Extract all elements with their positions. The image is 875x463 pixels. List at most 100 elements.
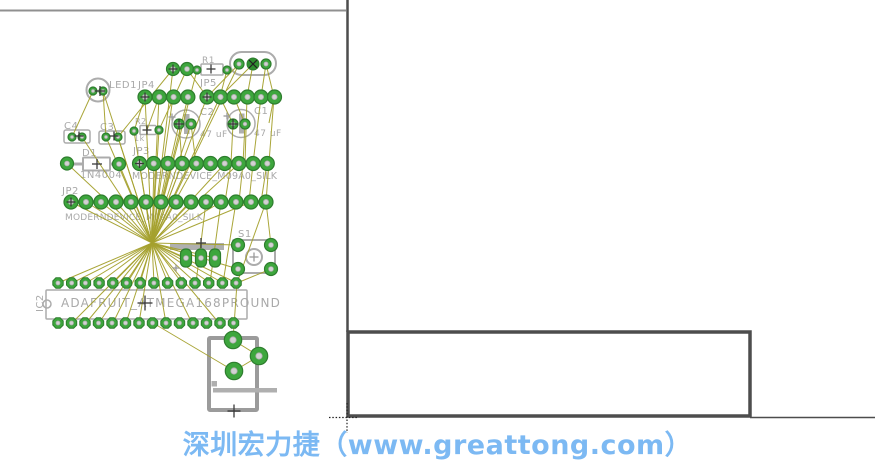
pad[interactable] [93,277,105,289]
pad[interactable] [161,277,174,289]
pad[interactable] [208,248,222,268]
silk-label[interactable]: R1 [202,56,215,66]
silk-label[interactable]: JP5 [199,78,217,89]
pad[interactable] [230,277,242,289]
component-outline[interactable] [85,77,111,103]
pad[interactable] [138,194,154,210]
pad[interactable] [168,194,184,210]
silk-label[interactable]: D1 [82,148,97,159]
pad[interactable] [113,132,123,142]
silk-label[interactable]: IC2 [35,294,46,312]
pad[interactable] [52,277,64,289]
silk-label[interactable]: JP4 [137,80,155,91]
silk-label[interactable]: 1k [134,134,145,143]
pad[interactable] [243,194,259,210]
silk-label[interactable]: S1 [238,229,252,240]
pad[interactable] [213,194,229,210]
component-outline[interactable] [98,130,126,145]
pad[interactable] [160,155,176,172]
pad[interactable] [202,155,219,172]
pad[interactable] [154,125,164,135]
silk-label[interactable]: MODERNDEVICE_M09A0_SILK [132,171,278,182]
pad[interactable] [78,194,94,210]
component-outline[interactable] [226,108,256,139]
pad[interactable] [119,317,132,329]
pad[interactable] [263,237,279,253]
pad[interactable] [148,277,160,289]
pad[interactable] [246,57,260,71]
pad[interactable] [173,317,186,329]
pad[interactable] [179,61,195,77]
pad[interactable] [223,330,243,350]
silk-label[interactable]: 1N4004 [80,170,122,181]
pad[interactable] [222,65,232,75]
pad[interactable] [228,194,244,210]
pad[interactable] [111,156,127,172]
pad[interactable] [212,89,229,105]
pad[interactable] [258,194,274,210]
silk-label[interactable]: 47 uF [200,130,228,140]
component-outline[interactable] [229,51,277,76]
silk-label[interactable]: MODERNDEVICE_M09A0_SILK [65,213,204,223]
pad[interactable] [151,89,167,105]
pad[interactable] [174,155,190,172]
pad[interactable] [65,317,78,329]
pad[interactable] [185,118,197,130]
pad[interactable] [226,89,242,105]
component-outline[interactable] [82,156,111,172]
pad[interactable] [239,89,256,105]
pad[interactable] [233,58,245,70]
pad[interactable] [253,89,269,105]
pad[interactable] [230,261,246,277]
pad[interactable] [231,155,247,172]
pad[interactable] [187,317,199,329]
pad[interactable] [175,277,187,289]
silk-label[interactable]: LED1 [109,80,137,91]
pad[interactable] [67,132,77,142]
pad[interactable] [106,317,118,329]
pad[interactable] [217,155,233,172]
pad[interactable] [260,58,272,70]
pad[interactable] [77,132,87,142]
pad[interactable] [153,194,169,210]
pad[interactable] [192,65,202,75]
component-outline[interactable] [63,129,91,144]
component-outline[interactable] [45,289,248,320]
pad[interactable] [245,155,261,172]
pad[interactable] [146,155,162,172]
silk-label[interactable]: C3 [100,122,114,133]
pad[interactable] [79,317,91,329]
pad[interactable] [79,277,92,289]
pad[interactable] [259,155,275,172]
pad[interactable] [108,194,124,210]
pad[interactable] [227,317,240,329]
pad[interactable] [93,194,109,210]
pad[interactable] [129,126,139,136]
pad[interactable] [266,89,283,105]
pad[interactable] [224,361,244,381]
pad[interactable] [263,261,279,277]
pad[interactable] [134,277,146,289]
pad[interactable] [120,277,133,289]
silk-label[interactable]: JP3 [132,146,150,157]
pad[interactable] [214,317,226,329]
silk-label[interactable]: C4 [64,121,78,132]
pad[interactable] [188,155,204,172]
silk-label[interactable]: R2 [135,117,147,126]
silk-label[interactable]: C1 [254,106,268,117]
pad[interactable] [230,237,246,253]
pad[interactable] [200,317,213,329]
silk-label[interactable]: 47 uF [254,129,282,139]
pad[interactable] [66,277,78,289]
component-outline[interactable] [42,299,52,309]
pad[interactable] [92,317,105,329]
pad[interactable] [160,317,172,329]
pad[interactable] [249,346,269,366]
silk-label[interactable]: C2 [200,107,214,118]
pad[interactable] [101,132,111,142]
silk-label[interactable]: ADAFRUIT_ATMEGA168PROUND [61,296,281,310]
pad[interactable] [194,248,208,268]
pad[interactable] [146,317,159,329]
